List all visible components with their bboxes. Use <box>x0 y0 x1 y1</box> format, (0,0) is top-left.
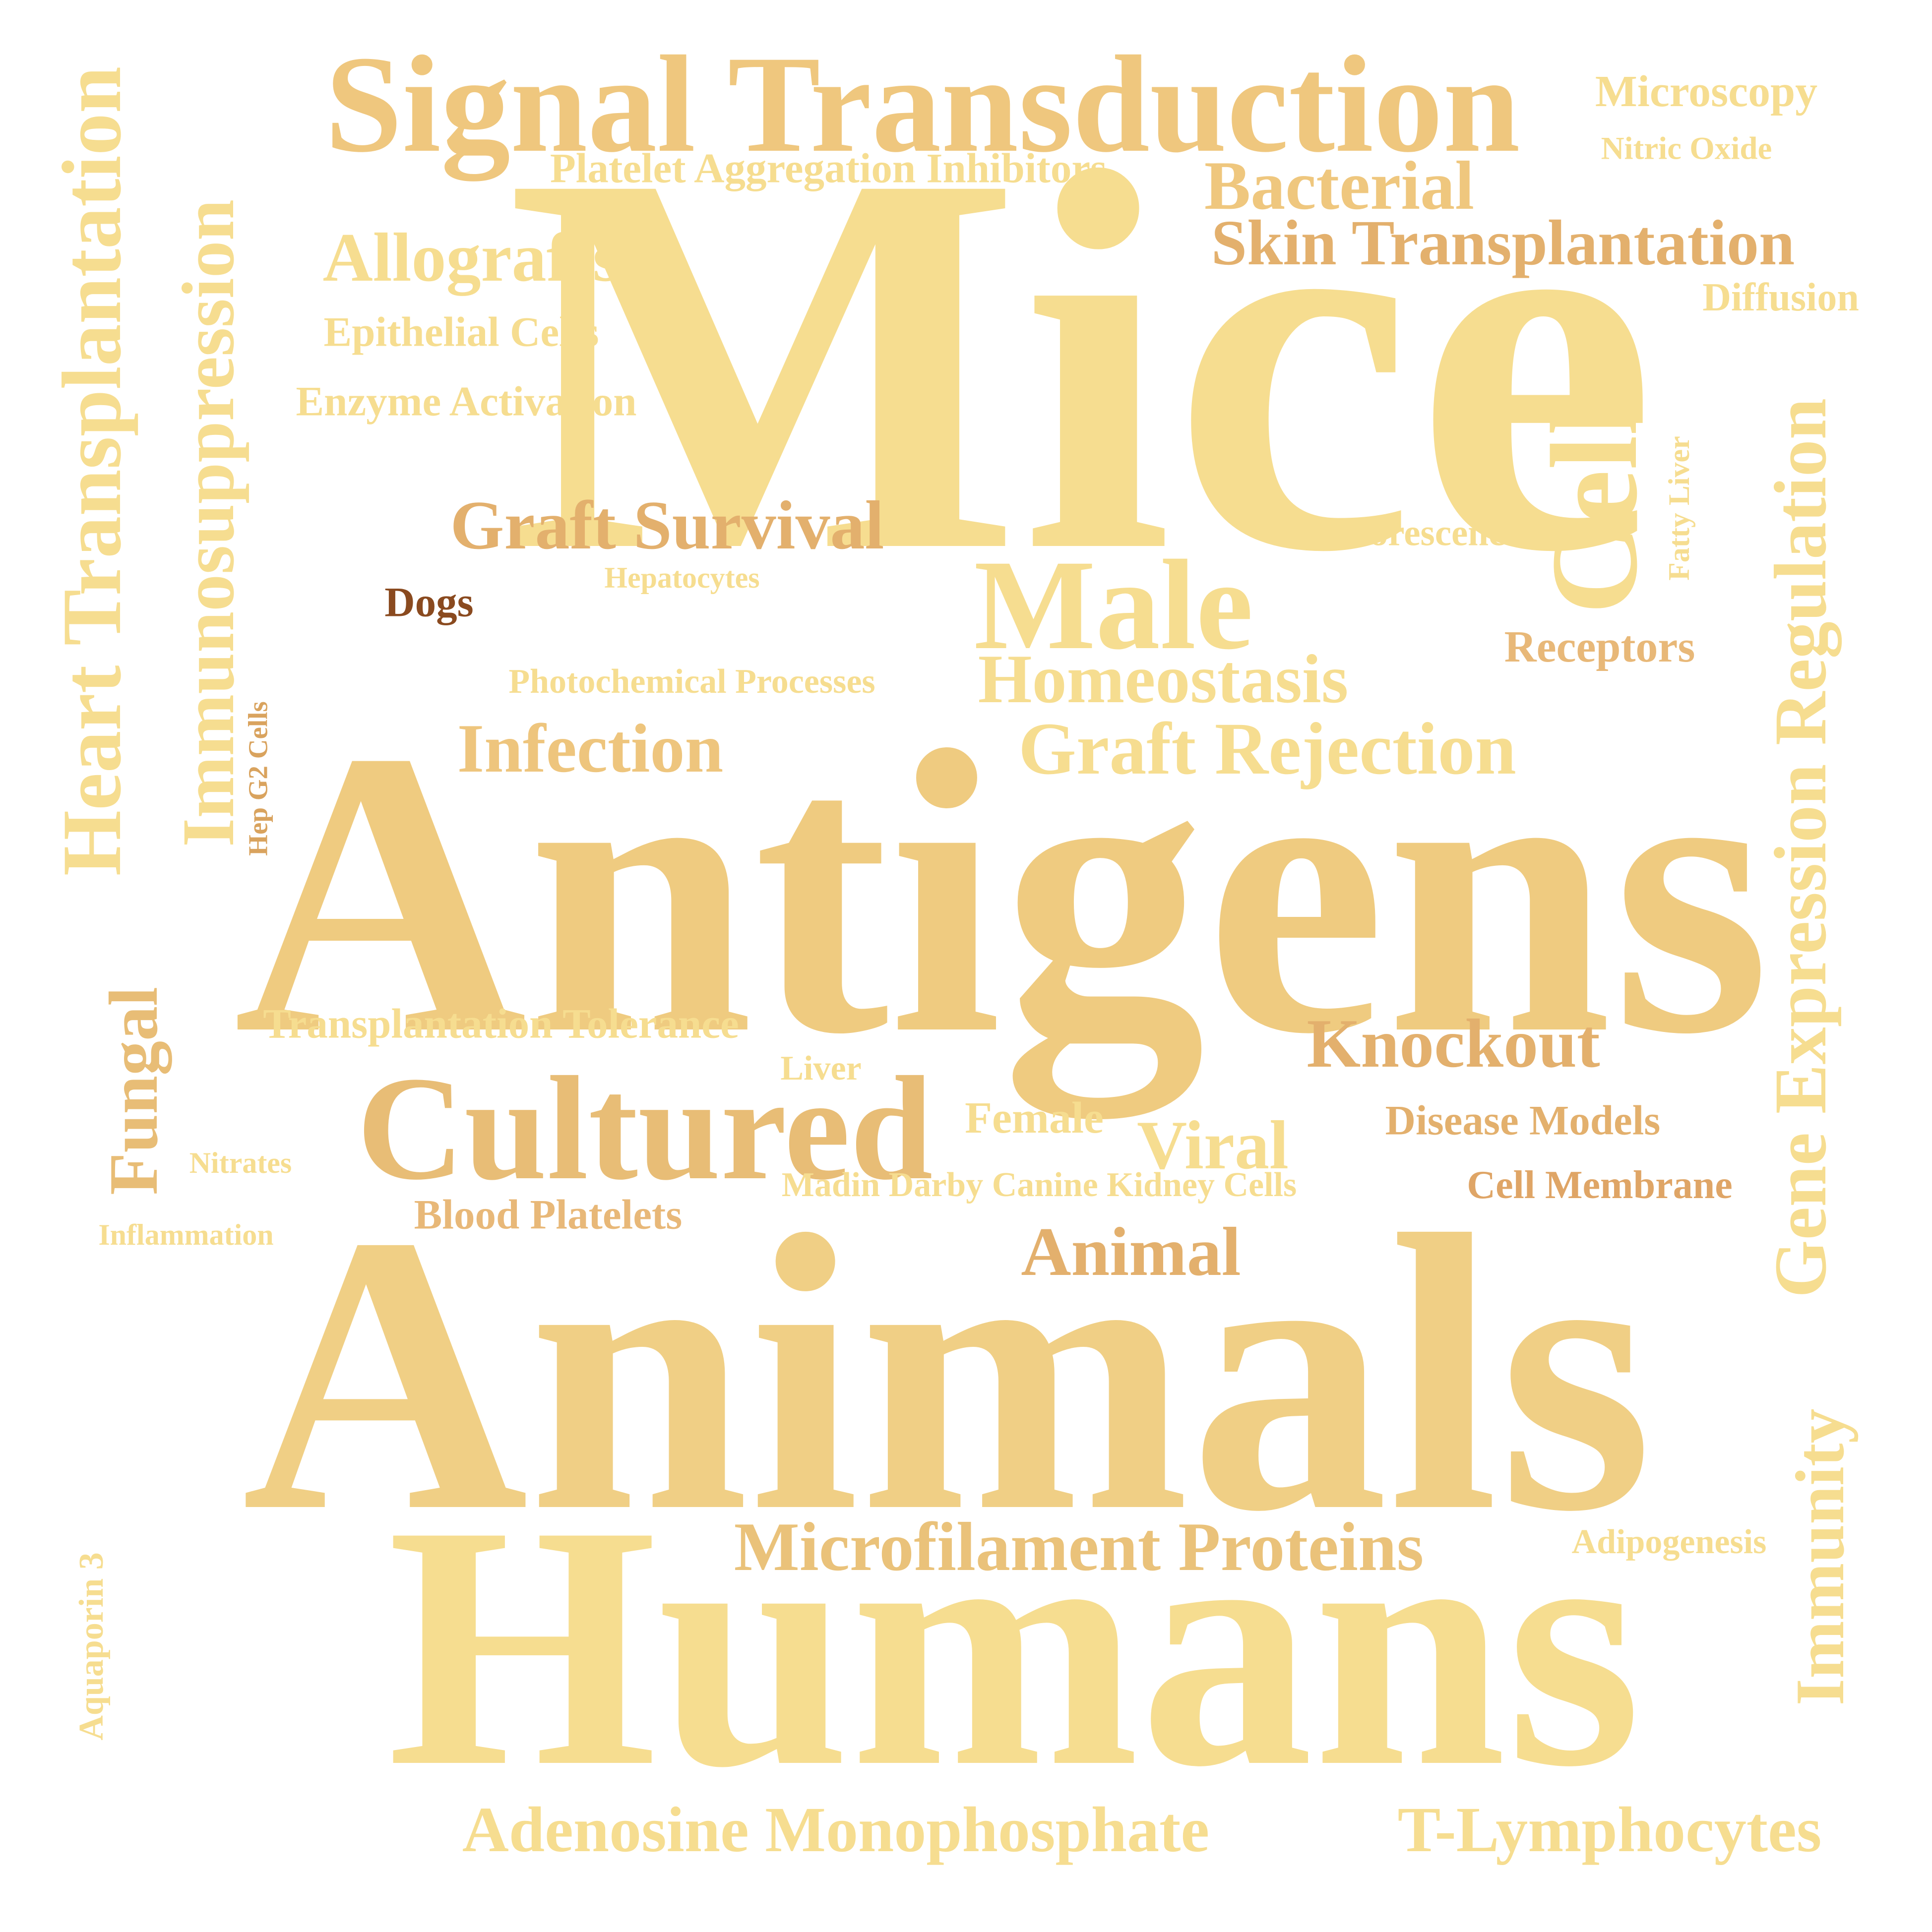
word-cell-membrane: Cell Membrane <box>1467 1163 1733 1207</box>
word-immunity: Immunity <box>1782 1408 1859 1706</box>
word-animal: Animal <box>1021 1213 1241 1290</box>
word-allografts: Allografts <box>322 219 620 296</box>
word-hep-g2-cells: Hep G2 Cells <box>243 701 273 856</box>
word-diffusion: Diffusion <box>1702 276 1859 319</box>
word-dogs: Dogs <box>384 579 474 626</box>
word-gene-expression-regulation: Gene Expression Regulation <box>1759 398 1842 1298</box>
word-heart-transplantation: Heart Transplantation <box>45 66 138 876</box>
word-knockout: Knockout <box>1307 1005 1600 1082</box>
word-transplantation-tolerance: Transplantation Tolerance <box>263 1000 739 1047</box>
word-male: Male <box>974 534 1253 676</box>
word-homeostasis: Homeostasis <box>978 641 1349 718</box>
word-graft-survival: Graft Survival <box>450 487 884 564</box>
word-nitric-oxide: Nitric Oxide <box>1601 130 1772 167</box>
word-cultured: Cultured <box>357 1046 933 1210</box>
word-mice: Mice <box>505 60 1657 664</box>
word-signal-transduction: Signal Transduction <box>325 27 1520 181</box>
word-adenosine-monophosphate: Adenosine Monophosphate <box>462 1794 1210 1866</box>
word-female: Female <box>965 1093 1104 1143</box>
word-microfilament-proteins: Microfilament Proteins <box>734 1509 1424 1585</box>
word-immunosuppression: Immunosuppression <box>167 199 249 847</box>
word-infection: Infection <box>457 710 724 787</box>
word-adipogenesis: Adipogenesis <box>1571 1523 1767 1561</box>
word-aquaporin-3: Aquaporin 3 <box>72 1552 111 1741</box>
word-skin-transplantation: Skin Transplantation <box>1211 207 1795 279</box>
word-viral: Viral <box>1137 1107 1289 1184</box>
word-enzyme-activation: Enzyme Activation <box>296 378 637 425</box>
word-fatty-liver: Fatty Liver <box>1663 436 1695 581</box>
word-blood-platelets: Blood Platelets <box>414 1191 683 1238</box>
word-nitrates: Nitrates <box>189 1147 292 1179</box>
word-antigens: Antigens <box>233 667 1771 1118</box>
word-bacterial: Bacterial <box>1204 147 1475 224</box>
word-photochemical-processes: Photochemical Processes <box>508 663 875 701</box>
word-animals: Animals <box>242 1154 1653 1593</box>
word-graft-rejection: Graft Rejection <box>1018 708 1516 790</box>
word-fluorescence: Fluorescence <box>1315 512 1522 554</box>
word-fungal: Fungal <box>95 986 172 1196</box>
word-inflammation: Inflammation <box>98 1218 274 1251</box>
word-t-lymphocytes: T-Lymphocytes <box>1397 1794 1822 1866</box>
word-humans: Humans <box>387 1454 1642 1838</box>
word-cells: Cells <box>1526 353 1663 614</box>
word-hepatocytes: Hepatocytes <box>604 561 760 594</box>
word-platelet-aggregation-inhibitors: Platelet Aggregation Inhibitors <box>550 145 1107 192</box>
word-liver: Liver <box>780 1049 862 1087</box>
word-epithelial-cells: Epithelial Cells <box>323 308 599 356</box>
word-disease-models: Disease Models <box>1385 1097 1661 1144</box>
word-receptors: Receptors <box>1504 622 1695 671</box>
word-microscopy: Microscopy <box>1595 67 1818 116</box>
word-madin-darby-canine-kidney-cells: Madin Darby Canine Kidney Cells <box>781 1166 1297 1204</box>
